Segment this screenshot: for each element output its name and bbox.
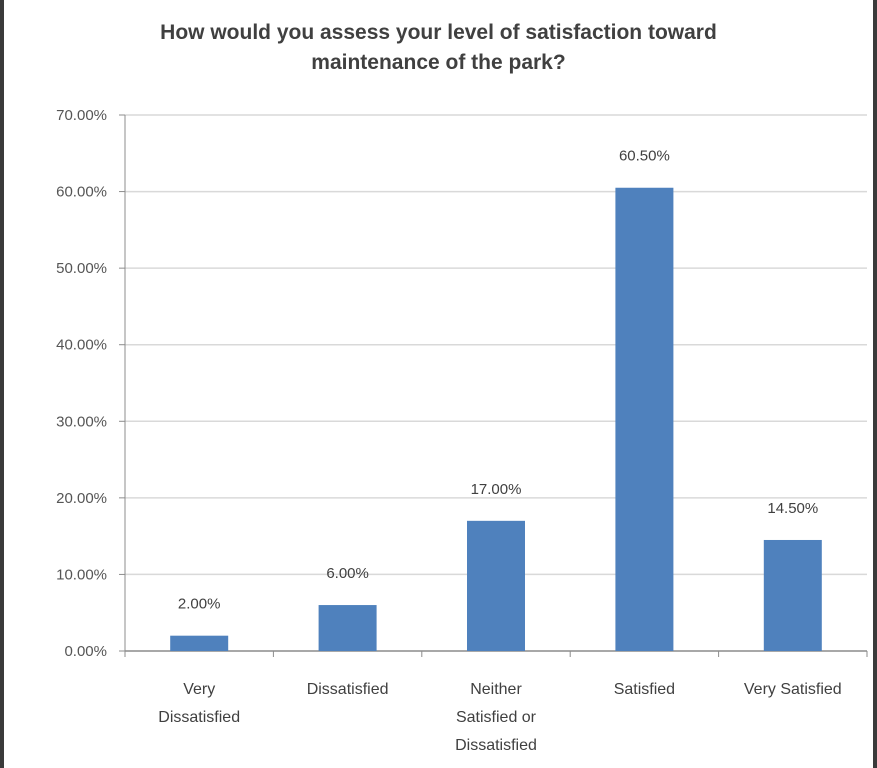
data-label: 60.50% [619,148,670,165]
chart-title-line-1: How would you assess your level of satis… [160,21,717,44]
y-tick-label: 10.00% [56,566,107,583]
bar [763,539,822,651]
bar [615,187,674,651]
bar [170,635,229,651]
category-label: Satisfied [614,681,675,698]
data-label: 17.00% [471,481,522,498]
category-label: Dissatisfied [307,681,389,698]
y-tick-label: 50.00% [56,260,107,277]
y-tick-label: 20.00% [56,490,107,507]
y-tick-label: 60.00% [56,184,107,201]
y-tick-label: 70.00% [56,107,107,124]
category-label: Very [183,681,215,698]
chart-frame: How would you assess your level of satis… [4,0,873,768]
chart-title: How would you assess your level of satis… [4,18,873,78]
bar [467,520,525,651]
data-label: 2.00% [178,596,221,613]
category-label: Satisfied or [456,709,537,726]
y-tick-label: 0.00% [64,643,107,660]
category-label: Dissatisfied [455,737,537,754]
bar-chart: 0.00% 10.00% 20.00% 30.00% 40.00% 50.00% 60.00… [56,107,868,754]
bar [318,605,377,651]
chart-title-line-2: maintenance of the park? [311,51,566,74]
category-label: Dissatisfied [158,709,240,726]
data-label: 6.00% [326,565,369,582]
y-tick-label: 40.00% [56,337,107,354]
data-label: 14.50% [767,500,818,517]
y-tick-label: 30.00% [56,413,107,430]
category-label: Neither [470,681,522,698]
category-label: Very Satisfied [744,681,842,698]
